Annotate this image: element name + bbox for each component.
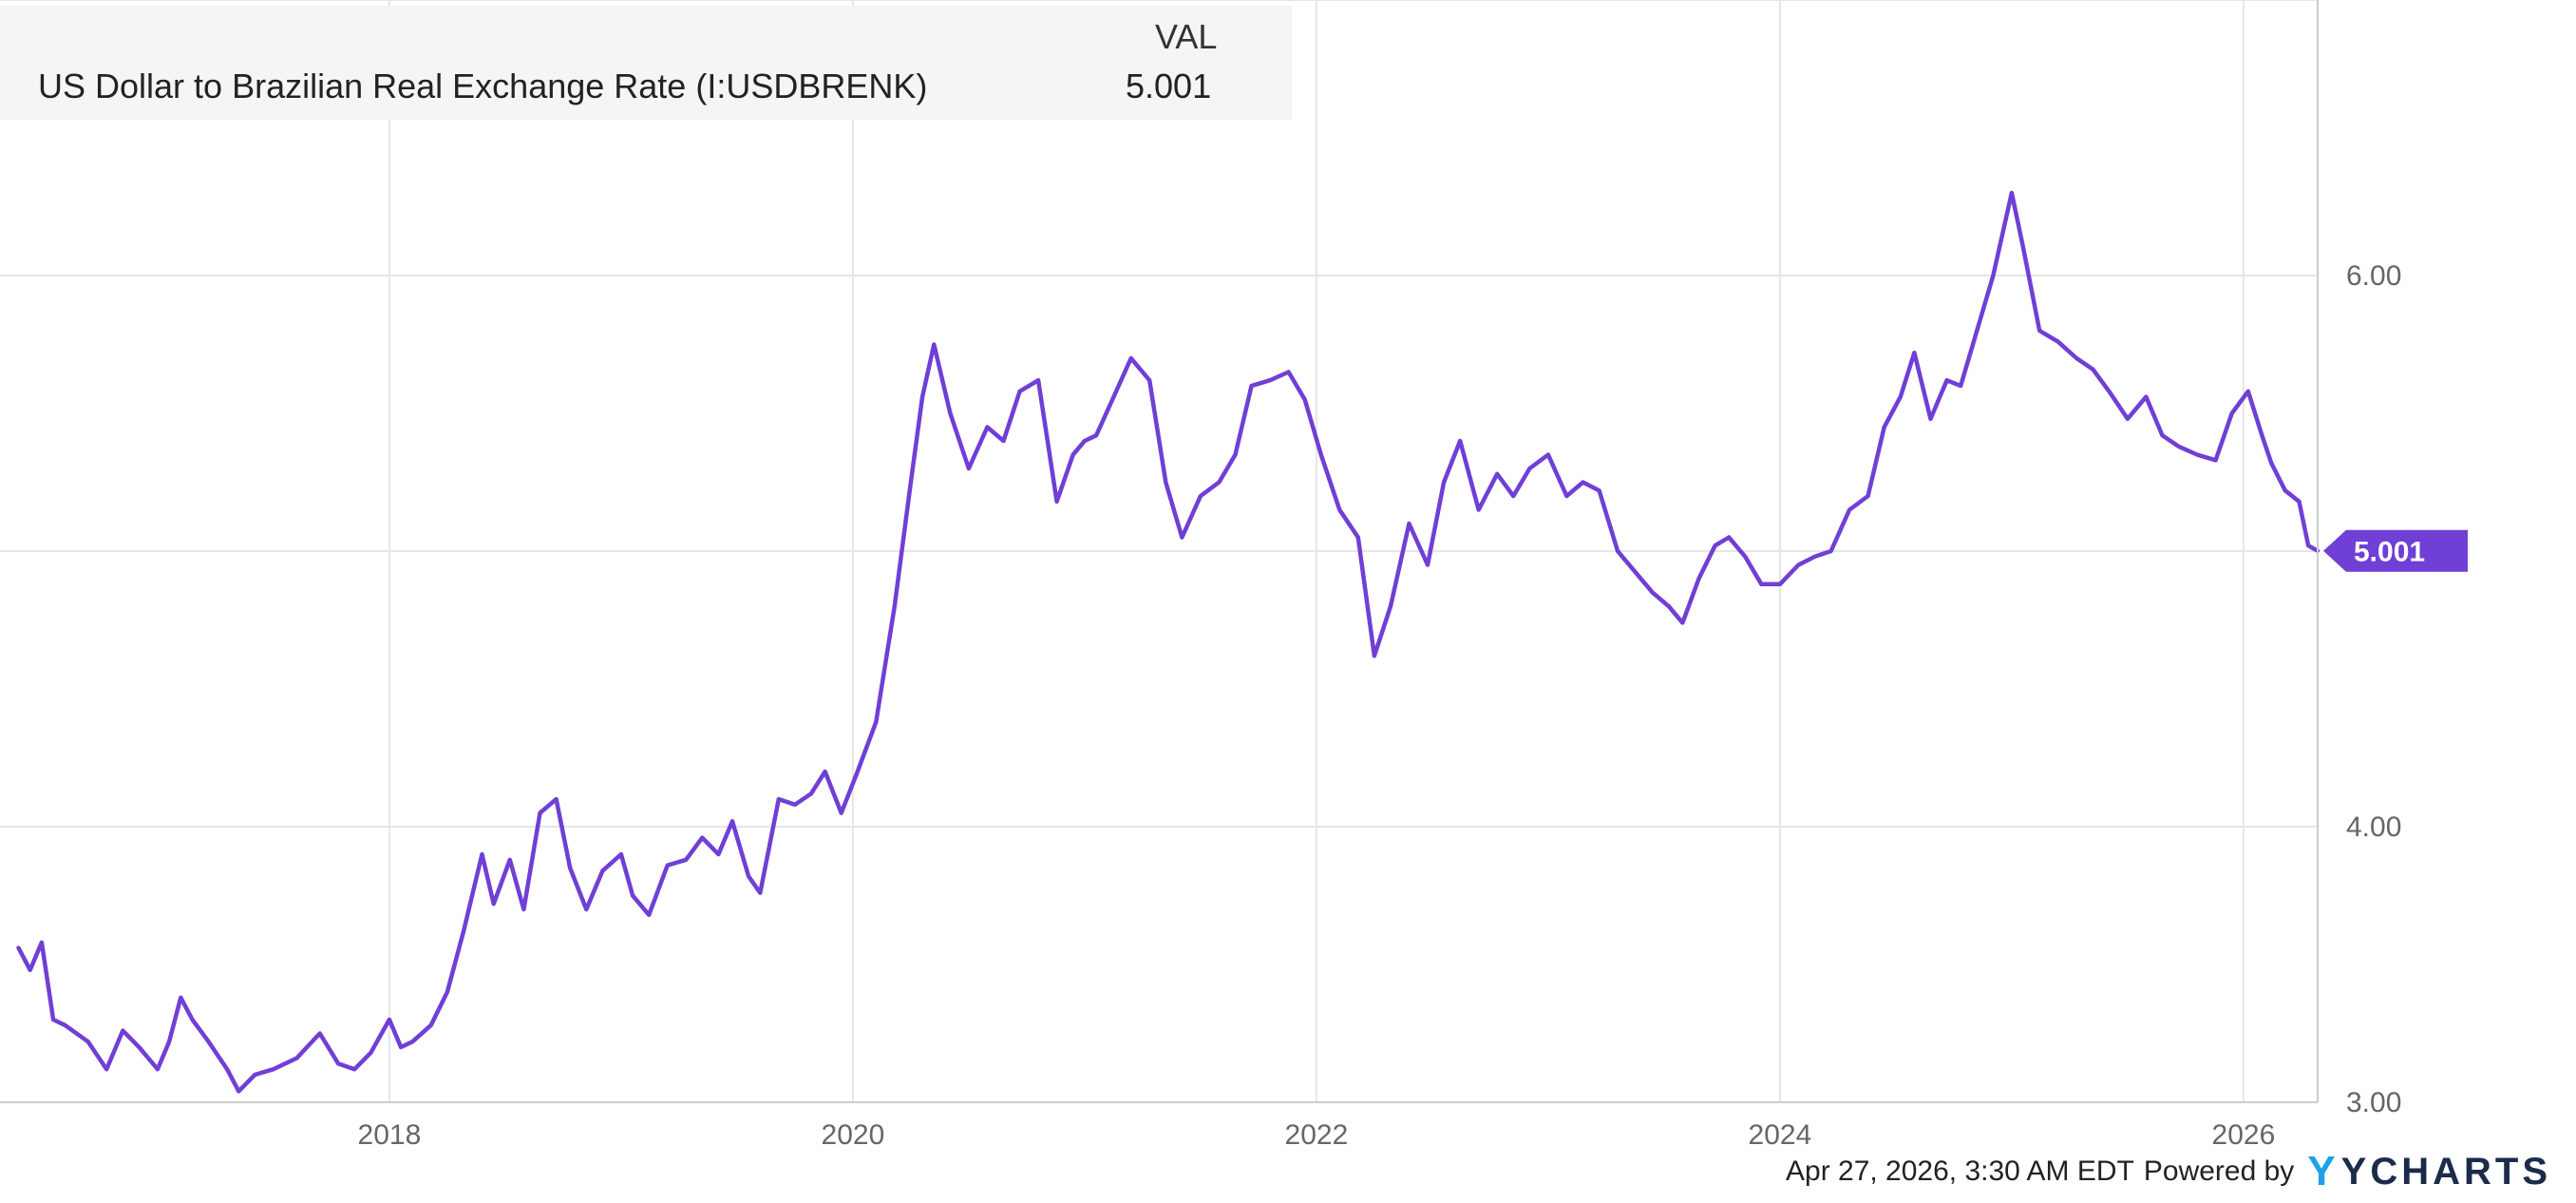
- legend-box: VAL US Dollar to Brazilian Real Exchange…: [0, 6, 1292, 120]
- series-line: [16, 190, 2320, 1094]
- current-value-tag-shape: [2323, 529, 2468, 572]
- footer-powered-by: Powered by: [2143, 1155, 2295, 1187]
- current-value-tag-label: 5.001: [2354, 537, 2425, 568]
- chart-grid: [0, 0, 2318, 1103]
- y-tick-label: 6.00: [2346, 260, 2401, 292]
- current-value-tag: 5.001: [2323, 529, 2468, 572]
- y-tick-label: 3.00: [2346, 1087, 2401, 1118]
- x-tick-label: 2026: [2212, 1119, 2276, 1151]
- legend-series-name[interactable]: US Dollar to Brazilian Real Exchange Rat…: [38, 67, 928, 105]
- legend-series-value: 5.001: [1126, 67, 1212, 105]
- chart-series: [16, 190, 2320, 1094]
- legend-column-header: VAL: [1155, 17, 1218, 56]
- ycharts-logo-mark: Y: [2307, 1148, 2339, 1194]
- footer-timestamp: Apr 27, 2026, 3:30 AM EDT: [1786, 1155, 2134, 1187]
- x-axis: 2018 2020 2022 2024 2026: [0, 1101, 2318, 1151]
- y-tick-label: 4.00: [2346, 812, 2401, 843]
- ycharts-logo-text: YCHARTS: [2340, 1150, 2552, 1193]
- y-axis: 3.00 4.00 6.00: [2317, 0, 2401, 1118]
- footer: Apr 27, 2026, 3:30 AM EDT Powered by Y YC…: [1786, 1148, 2551, 1195]
- x-tick-label: 2022: [1285, 1119, 1349, 1151]
- x-tick-label: 2018: [358, 1119, 422, 1151]
- x-tick-label: 2024: [1749, 1119, 1812, 1151]
- x-tick-label: 2020: [822, 1119, 885, 1151]
- ycharts-logo[interactable]: Y YCHARTS: [2307, 1148, 2551, 1195]
